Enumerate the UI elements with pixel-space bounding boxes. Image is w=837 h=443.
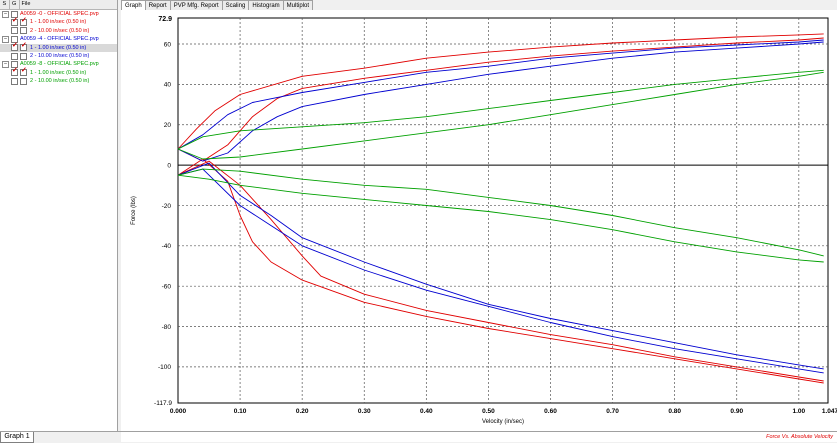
run-label: 1 - 1.00 in/sec (0.50 in) <box>30 19 87 26</box>
header-g[interactable]: G <box>10 0 20 9</box>
tree-run-node[interactable]: 1 - 1.00 in/sec (0.50 in) <box>0 42 117 52</box>
y-min-label: -117.9 <box>154 400 172 407</box>
tab-pvp-mfg-report[interactable]: PVP Mfg. Report <box>169 0 223 10</box>
plot-border <box>177 17 829 404</box>
x-axis-title: Velocity (in/sec) <box>482 419 524 425</box>
graph-checkbox[interactable] <box>20 52 27 60</box>
x-min-label: 0.000 <box>170 408 187 415</box>
series-line <box>177 158 824 384</box>
tree-run-node[interactable]: 2 - 10.00 in/sec (0.50 in) <box>0 27 117 35</box>
select-checkbox[interactable] <box>11 17 18 27</box>
tree-run-node[interactable]: 1 - 1.00 in/sec (0.50 in) <box>0 67 117 77</box>
y-axis-title: Force (lbs) <box>131 196 137 225</box>
select-checkbox[interactable] <box>11 42 18 52</box>
series-line <box>177 33 824 150</box>
file-label: A0059 -4 - OFFICIAL SPEC.pvp <box>20 36 99 43</box>
y-tick-label: 0 <box>167 162 171 169</box>
collapse-icon[interactable]: – <box>2 35 9 43</box>
y-max-label: 72.9 <box>158 16 172 23</box>
select-checkbox[interactable] <box>11 77 18 85</box>
x-tick-label: 0.70 <box>606 408 619 415</box>
series-line <box>177 168 824 374</box>
graph-checkbox[interactable] <box>20 17 27 27</box>
tab-report[interactable]: Report <box>144 0 171 10</box>
tree-header: S G File <box>0 0 117 10</box>
bottom-divider <box>0 431 837 432</box>
tree-run-node[interactable]: 1 - 1.00 in/sec (0.50 in) <box>0 17 117 27</box>
header-s[interactable]: S <box>0 0 10 9</box>
run-label: 2 - 10.00 in/sec (0.50 in) <box>30 27 90 34</box>
header-file[interactable]: File <box>21 1 31 7</box>
select-checkbox[interactable] <box>11 52 18 60</box>
series-line <box>177 174 824 263</box>
tab-scaling[interactable]: Scaling <box>221 0 250 10</box>
x-tick-label: 0.60 <box>544 408 557 415</box>
x-tick-label: 0.80 <box>668 408 681 415</box>
y-tick-label: -100 <box>158 364 171 371</box>
x-tick-label: 0.40 <box>420 408 433 415</box>
series-line <box>177 69 824 150</box>
series-line <box>177 39 824 150</box>
tab-graph[interactable]: Graph <box>121 0 146 10</box>
x-tick-label: 0.20 <box>296 408 309 415</box>
series-line <box>177 168 824 257</box>
graph-checkbox[interactable] <box>20 27 27 35</box>
run-label: 2 - 10.00 in/sec (0.50 in) <box>30 78 90 85</box>
x-max-label: 1.047 <box>822 408 837 415</box>
series-line <box>177 41 824 162</box>
series-line <box>177 71 824 160</box>
series-line <box>177 162 824 370</box>
tab-multiplot[interactable]: Multiplot <box>282 0 313 10</box>
file-tree-panel: S G File – A0059 -0 - OFFICIAL SPEC.pvp 1 … <box>0 0 118 432</box>
tree-run-node[interactable]: 2 - 10.00 in/sec (0.50 in) <box>0 52 117 60</box>
tree-run-node[interactable]: 2 - 10.00 in/sec (0.50 in) <box>0 77 117 85</box>
collapse-icon[interactable]: – <box>2 10 9 18</box>
select-checkbox[interactable] <box>11 67 18 77</box>
x-tick-label: 1.00 <box>792 408 805 415</box>
force-velocity-chart[interactable]: 0.10 0.20 0.30 0.40 0.50 0.60 0.70 0.80 0.90 1.00… <box>121 10 837 442</box>
tree-file-node[interactable]: – A0059 -4 - OFFICIAL SPEC.pvp <box>0 35 117 43</box>
graph-area[interactable]: 0.10 0.20 0.30 0.40 0.50 0.60 0.70 0.80 0.90 1.00… <box>121 10 837 442</box>
graph-checkbox[interactable] <box>20 77 27 85</box>
run-label: 1 - 1.00 in/sec (0.50 in) <box>30 69 87 76</box>
x-tick-label: 0.10 <box>234 408 247 415</box>
tree-rows: – A0059 -0 - OFFICIAL SPEC.pvp 1 - 1.00 in… <box>0 10 117 86</box>
run-label: 1 - 1.00 in/sec (0.50 in) <box>30 44 87 51</box>
y-tick-label: 40 <box>164 82 172 89</box>
file-label: A0059 -8 - OFFICIAL SPEC.pvp <box>20 61 99 68</box>
chart-title: Force Vs. Absolute Velocity <box>766 434 833 440</box>
series-line <box>177 160 824 382</box>
y-tick-label: 20 <box>164 122 172 129</box>
series-line <box>177 37 824 162</box>
tab-histogram[interactable]: Histogram <box>248 0 284 10</box>
view-tabs: Graph Report PVP Mfg. Report Scaling Histogr… <box>121 0 313 10</box>
y-tick-label: -40 <box>162 243 172 250</box>
graph-checkbox[interactable] <box>20 67 27 77</box>
y-tick-label: 60 <box>164 41 172 48</box>
x-tick-label: 0.50 <box>482 408 495 415</box>
file-label: A0059 -0 - OFFICIAL SPEC.pvp <box>20 10 99 17</box>
graph-checkbox[interactable] <box>20 42 27 52</box>
y-tick-label: -80 <box>162 324 172 331</box>
x-tick-label: 0.30 <box>358 408 371 415</box>
run-label: 2 - 10.00 in/sec (0.50 in) <box>30 52 90 59</box>
y-tick-label: -20 <box>162 203 172 210</box>
x-tick-label: 0.90 <box>730 408 743 415</box>
graph-1-tab[interactable]: Graph 1 <box>0 432 34 443</box>
y-tick-label: -60 <box>162 283 172 290</box>
select-checkbox[interactable] <box>11 27 18 35</box>
collapse-icon[interactable]: – <box>2 61 9 69</box>
